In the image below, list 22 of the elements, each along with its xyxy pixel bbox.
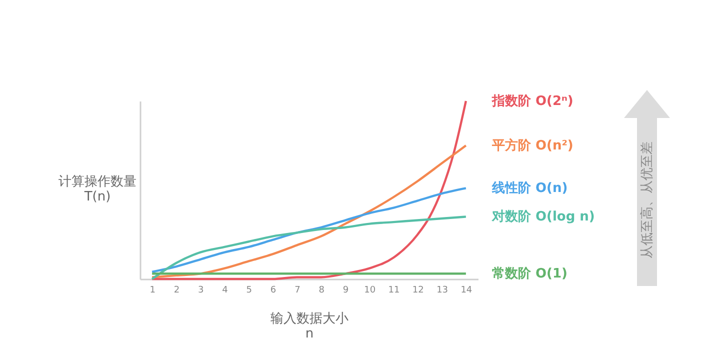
x-tick-label: 1 bbox=[150, 286, 156, 296]
x-axis-title: 输入数据大小 n bbox=[270, 312, 348, 342]
x-tick-label: 3 bbox=[198, 286, 204, 296]
x-tick-label: 4 bbox=[222, 286, 228, 296]
x-tick-label: 7 bbox=[294, 286, 300, 296]
x-tick-label: 5 bbox=[246, 286, 252, 296]
text: 平方阶 O(n²) bbox=[490, 138, 574, 154]
x-tick-label: 9 bbox=[342, 286, 349, 296]
x-tick-label: 2 bbox=[174, 286, 180, 296]
x-tick-label: 13 bbox=[436, 286, 448, 296]
y-axis-title: 计算操作数量 T(n) bbox=[58, 174, 136, 204]
x-tick-label: 14 bbox=[460, 286, 472, 296]
text: 从低至高、从优至差 bbox=[639, 142, 656, 258]
x-tick-label: 10 bbox=[364, 286, 376, 296]
text: 对数阶 O(log n) bbox=[490, 210, 595, 225]
x-tick-label: 8 bbox=[318, 286, 325, 296]
x-tick-label: 6 bbox=[270, 286, 276, 296]
x-tick-label: 11 bbox=[388, 286, 400, 296]
x-tick-label: 12 bbox=[412, 286, 424, 296]
text: 常数阶 O(1) bbox=[492, 266, 568, 282]
text: 指数阶 O(2ⁿ) bbox=[490, 94, 574, 109]
text: 线性阶 O(n) bbox=[490, 181, 568, 196]
